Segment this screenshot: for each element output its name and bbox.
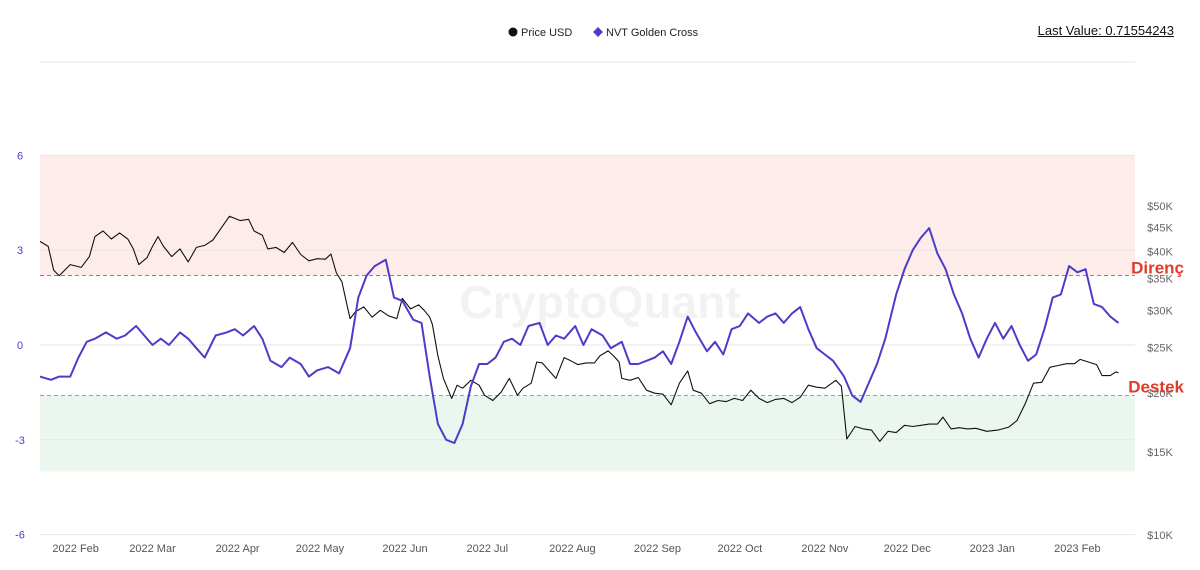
x-axis-tick-label: 2022 Feb: [52, 543, 98, 555]
right-axis-tick-label: $50K: [1147, 201, 1173, 213]
right-axis-tick-label: $15K: [1147, 447, 1173, 459]
x-axis-tick-label: 2022 Aug: [549, 543, 596, 555]
right-axis-tick-label: $10K: [1147, 530, 1173, 542]
x-axis-tick-label: 2022 Dec: [884, 543, 932, 555]
right-axis-tick-label: $30K: [1147, 305, 1173, 317]
left-axis-tick-label: 6: [17, 150, 23, 162]
x-axis-tick-label: 2022 Jun: [382, 543, 427, 555]
watermark: CryptoQuant: [459, 276, 740, 328]
left-axis-tick-label: -6: [15, 530, 25, 542]
x-axis-tick-label: 2022 May: [296, 543, 345, 555]
x-axis-tick-label: 2022 Nov: [801, 543, 849, 555]
left-axis-tick-label: 3: [17, 245, 23, 257]
right-axis-tick-label: $40K: [1147, 246, 1173, 258]
left-axis-tick-label: -3: [15, 435, 25, 447]
support-annotation: Destek: [1128, 378, 1184, 397]
support-band: [40, 395, 1135, 472]
x-axis-tick-label: 2022 Oct: [717, 543, 762, 555]
nvt-golden-cross-line: [39, 227, 1120, 444]
resistance-band: [40, 155, 1135, 276]
price-usd-legend-label: Price USD: [521, 27, 572, 39]
left-axis-tick-label: 0: [17, 340, 23, 352]
x-axis-tick-label: 2022 Mar: [129, 543, 176, 555]
nvt-golden-cross-legend-label: NVT Golden Cross: [606, 27, 699, 39]
resistance-annotation: Direnç: [1131, 258, 1184, 277]
last-value-link[interactable]: Last Value: 0.71554243: [1037, 23, 1174, 38]
right-axis-tick-label: $25K: [1147, 343, 1173, 355]
x-axis-tick-label: 2023 Feb: [1054, 543, 1100, 555]
nvt-golden-cross-legend-marker[interactable]: [593, 27, 603, 37]
x-axis-tick-label: 2022 Apr: [216, 543, 260, 555]
price-usd-line: [39, 215, 1119, 442]
x-axis-tick-label: 2023 Jan: [970, 543, 1015, 555]
right-axis-tick-label: $20K: [1147, 388, 1173, 400]
x-axis-tick-label: 2022 Sep: [634, 543, 681, 555]
right-axis-tick-label: $35K: [1147, 274, 1173, 286]
price-usd-legend-marker[interactable]: [508, 27, 518, 37]
right-axis-tick-label: $45K: [1147, 222, 1173, 234]
x-axis-tick-label: 2022 Jul: [467, 543, 509, 555]
